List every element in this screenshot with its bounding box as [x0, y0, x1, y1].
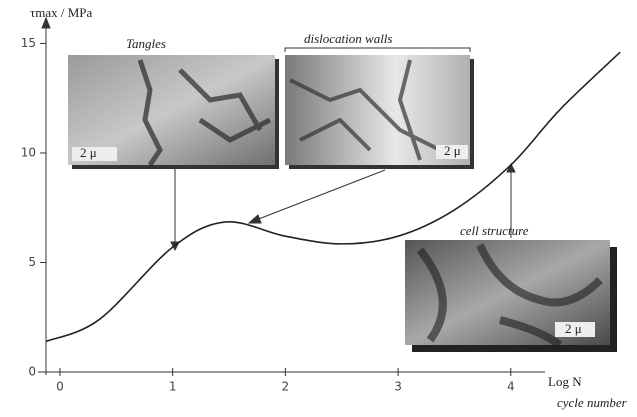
x-tick-label: 1 [169, 380, 177, 394]
y-tick-label: 15 [21, 36, 36, 50]
micrograph-tangles [68, 55, 279, 169]
scale-bar-label: 2 μ [444, 143, 461, 158]
x-tick-label: 4 [507, 380, 515, 394]
annotation: Tangles [126, 36, 166, 51]
x-tick-label: 2 [282, 380, 290, 394]
y-tick-label: 5 [28, 255, 36, 269]
micrograph-cell-structure [405, 240, 617, 352]
scale-bar-label: 2 μ [565, 321, 582, 336]
chart: τmax / MPa Log N cycle number Tangles di… [0, 0, 637, 417]
x-axis-label: Log N [548, 374, 582, 389]
y-tick-label: 10 [21, 145, 36, 159]
y-axis-label: τmax / MPa [30, 5, 93, 20]
x-tick-label: 3 [394, 380, 402, 394]
annotation: cell structure [460, 223, 529, 238]
annotation: dislocation walls [304, 31, 392, 46]
x-tick-label: 0 [56, 380, 64, 394]
x-axis-sublabel: cycle number [557, 395, 628, 410]
scale-bar-label: 2 μ [80, 145, 97, 160]
y-tick-label: 0 [28, 365, 36, 379]
